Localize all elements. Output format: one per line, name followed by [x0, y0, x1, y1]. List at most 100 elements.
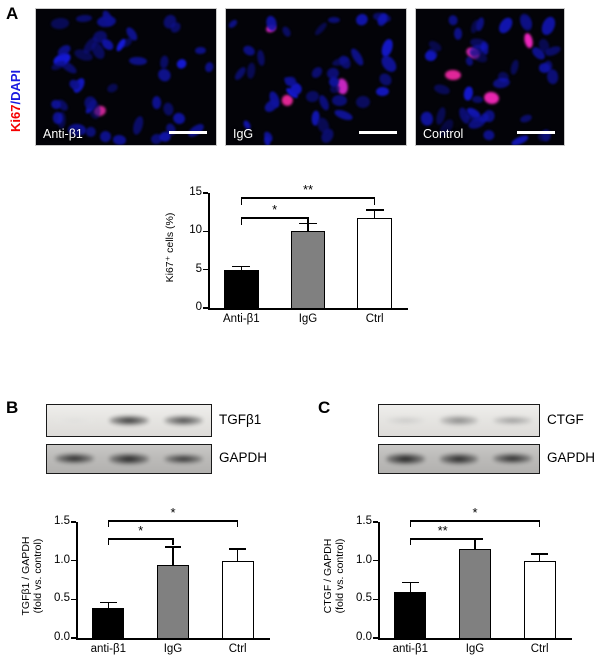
micrograph-label: Control — [423, 127, 464, 141]
y-axis-title-line1: TGFβ1 / GAPDH — [20, 536, 32, 616]
blot-band — [163, 415, 204, 426]
nucleus — [233, 65, 248, 82]
error-bar — [236, 549, 239, 561]
y-tick — [71, 598, 76, 601]
nucleus — [539, 15, 558, 38]
y-axis-title: TGFβ1 / GAPDH (fold vs. control) — [20, 498, 44, 654]
category-label: IgG — [163, 643, 183, 655]
y-axis-title-line2: (fold vs. control) — [334, 538, 346, 614]
micrograph-control: Control — [415, 8, 565, 146]
significance-tick — [409, 520, 412, 527]
category-label: IgG — [465, 643, 485, 655]
nucleus — [204, 60, 215, 73]
micrograph-anti-b1: Anti-β1 — [35, 8, 217, 146]
blot-band — [163, 454, 204, 464]
y-tick-label: 0.0 — [356, 631, 372, 643]
nucleus — [280, 25, 292, 39]
blot-band — [386, 417, 425, 424]
y-tick — [71, 637, 76, 639]
y-tick-label: 15 — [189, 186, 202, 198]
micrograph-label: Anti-β1 — [43, 127, 83, 141]
nucleus — [376, 86, 390, 97]
bar — [357, 218, 392, 309]
scale-bar — [517, 130, 555, 134]
nucleus — [305, 89, 321, 103]
panel-letter-b: B — [6, 398, 19, 417]
nucleus — [50, 17, 70, 29]
significance-star: * — [272, 202, 278, 217]
error-bar-cap — [531, 552, 549, 555]
error-bar — [307, 223, 309, 232]
y-tick-label: 1.5 — [54, 515, 70, 527]
y-tick — [71, 521, 76, 523]
scale-bar — [169, 130, 207, 134]
blot-label-gapdh-b: GAPDH — [219, 450, 268, 465]
blot-gapdh-c — [378, 444, 540, 474]
nucleus — [377, 71, 395, 89]
bar — [224, 269, 259, 309]
significance-line — [241, 217, 308, 219]
y-axis — [76, 522, 78, 639]
nucleus — [336, 54, 353, 72]
nucleus — [105, 81, 120, 94]
error-bar-cap — [232, 265, 251, 268]
nucleus — [112, 134, 127, 145]
nucleus — [227, 18, 239, 30]
significance-star: ** — [302, 182, 314, 197]
blot-band — [386, 454, 425, 464]
nucleus — [349, 46, 366, 67]
category-label: IgG — [298, 313, 318, 325]
y-tick-label: 1.0 — [54, 553, 70, 566]
blot-band — [54, 454, 94, 464]
blot-band — [54, 417, 94, 424]
blot-band — [109, 415, 149, 426]
significance-star: ** — [437, 523, 448, 538]
nucleus — [491, 76, 511, 90]
nucleus — [246, 62, 256, 79]
y-tick-label: 0.5 — [54, 592, 70, 605]
nucleus — [545, 68, 559, 85]
nucleus — [353, 11, 371, 28]
error-bar — [107, 602, 110, 608]
nucleus — [355, 96, 371, 109]
significance-tick — [240, 197, 243, 205]
nucleus — [317, 94, 332, 113]
nucleus — [519, 15, 534, 33]
error-bar-cap — [229, 548, 247, 550]
bar — [156, 564, 190, 639]
y-tick — [203, 230, 208, 233]
y-tick — [71, 559, 76, 562]
blot-band — [493, 454, 532, 464]
nucleus — [174, 57, 189, 72]
y-axis-title-line1: CTGF / GAPDH — [322, 538, 334, 614]
nucleus — [151, 95, 162, 110]
y-tick-label: 1.5 — [356, 515, 372, 527]
nucleus — [155, 66, 173, 85]
y-axis-title: CTGF / GAPDH (fold vs. control) — [322, 498, 346, 654]
blot-band — [439, 416, 479, 425]
significance-tick — [172, 538, 174, 545]
y-axis-title: Ki67⁺ cells (%) — [164, 212, 176, 283]
panel-letter-c: C — [318, 398, 331, 417]
scale-bar — [359, 130, 397, 134]
nucleus — [97, 129, 113, 145]
nucleus — [96, 14, 116, 28]
blot-gapdh-b — [46, 444, 212, 474]
nucleus — [454, 27, 463, 41]
blot-tgfb1 — [46, 404, 212, 437]
nucleus — [194, 46, 207, 55]
y-tick-label: 0.0 — [54, 631, 70, 643]
significance-tick — [409, 538, 412, 545]
error-bar — [538, 553, 541, 561]
y-tick-label: 1.0 — [356, 553, 372, 566]
category-label: Ctrl — [530, 643, 549, 655]
category-label: anti-β1 — [392, 643, 429, 655]
nucleus — [241, 44, 256, 58]
y-tick-label: 5 — [195, 262, 202, 275]
nucleus — [309, 65, 325, 81]
y-tick — [373, 521, 378, 523]
significance-line — [108, 520, 238, 522]
ki67-positive-nucleus — [482, 91, 500, 106]
y-tick — [373, 637, 378, 639]
nucleus — [162, 101, 175, 116]
